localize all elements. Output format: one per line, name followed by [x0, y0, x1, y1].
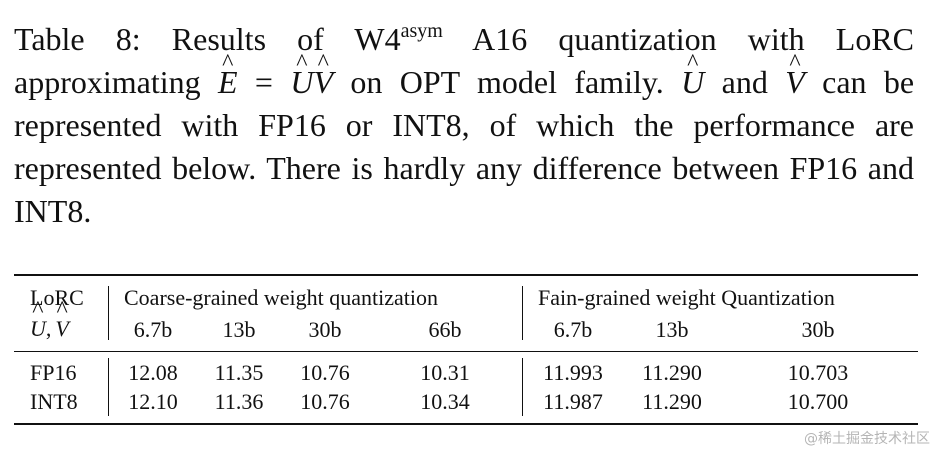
math-u-hat: U [290, 61, 313, 104]
math-e-hat: E [218, 61, 238, 104]
header-fine-size: 6.7b [553, 317, 593, 342]
header-separator-1 [108, 286, 109, 340]
caption-label: Table 8: [14, 21, 141, 57]
table-cell: 10.34 [420, 389, 470, 414]
body-separator-1 [108, 358, 109, 416]
table-cell: 11.36 [214, 389, 264, 414]
table-cell: 10.76 [300, 389, 350, 414]
header-uv: U,V [30, 316, 69, 342]
caption-superscript: asym [400, 20, 443, 42]
table-cell: 11.987 [543, 389, 603, 414]
header-fine-size: 30b [801, 317, 835, 342]
table-cell: 10.31 [420, 360, 470, 385]
header-uv-separator: , [45, 316, 52, 341]
table-cell: 10.76 [300, 360, 350, 385]
caption-text-3: on OPT model family. [350, 64, 664, 100]
caption-text-1: Results of W4 [171, 21, 401, 57]
header-separator-2 [522, 286, 523, 340]
header-coarse-size: 30b [308, 317, 342, 342]
header-coarse-group: Coarse-grained weight quantization [124, 285, 439, 310]
header-u-hat: U [30, 316, 46, 342]
table-cell: 10.700 [787, 389, 849, 414]
body-separator-2 [522, 358, 523, 416]
table-cell: 11.993 [543, 360, 603, 385]
results-table: LoRC U,V Coarse-grained weight quantizat… [14, 274, 918, 426]
header-coarse-size: 66b [428, 317, 462, 342]
table-cell: 11.35 [214, 360, 264, 385]
table-caption: Table 8: Results of W4asym A16 quantizat… [14, 18, 914, 233]
header-fine-group: Fain-grained weight Quantization [538, 285, 835, 310]
table-cell: 12.08 [128, 360, 178, 385]
table-cell: 11.290 [642, 360, 702, 385]
math-v-hat-2: V [785, 61, 805, 104]
math-equals: = [254, 64, 273, 100]
header-fine-size: 13b [655, 317, 689, 342]
header-v-hat: V [55, 316, 68, 342]
math-v-hat: V [313, 61, 333, 104]
header-coarse-size: 6.7b [133, 317, 173, 342]
header-coarse-size: 13b [222, 317, 256, 342]
row-label-int8: INT8 [30, 389, 78, 414]
watermark: @稀土掘金技术社区 [804, 431, 930, 447]
caption-text-4: can be represented with FP16 or INT8, of… [14, 64, 915, 229]
table-cell: 10.703 [787, 360, 849, 385]
row-label-fp16: FP16 [30, 360, 77, 385]
math-u-hat-2: U [681, 61, 704, 104]
table-cell: 11.290 [642, 389, 702, 414]
table-cell: 12.10 [128, 389, 178, 414]
table-mid-rule [14, 351, 918, 352]
caption-and: and [721, 64, 768, 100]
table-bottom-rule [14, 423, 918, 425]
table-top-rule [14, 274, 918, 276]
